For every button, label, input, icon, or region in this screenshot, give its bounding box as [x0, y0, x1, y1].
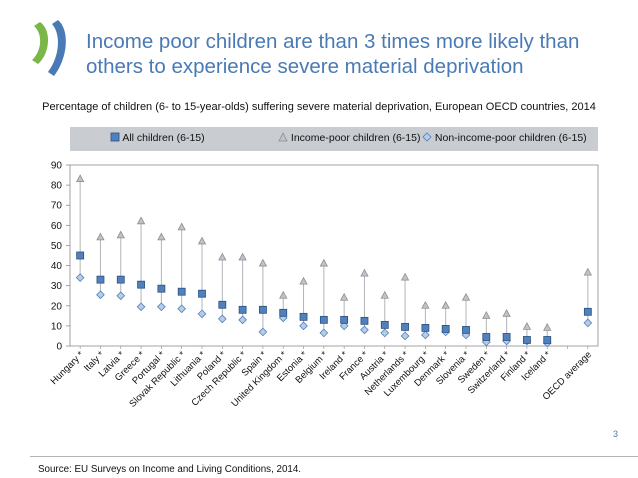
legend-item-all-children: All children (6-15) — [110, 132, 205, 144]
source-note: Source: EU Surveys on Income and Living … — [38, 464, 302, 475]
income-poor-point — [441, 300, 450, 309]
all-children-point — [543, 336, 552, 344]
all-children-point — [462, 326, 470, 334]
y-tick-label: 90 — [51, 161, 63, 172]
legend-label-income-poor: Income-poor children (6-15) — [290, 132, 421, 144]
y-tick-label: 10 — [51, 321, 63, 332]
page-number: 3 — [612, 429, 618, 439]
non-income-poor-point — [96, 290, 105, 300]
legend-item-income-poor: Income-poor children (6-15) — [278, 132, 420, 144]
income-poor-point — [319, 258, 329, 267]
logo-stroke-2 — [48, 20, 66, 76]
legend-item-non-income-poor: Non-income-poor children (6-15) — [422, 132, 587, 144]
all-children-point — [319, 315, 328, 324]
all-children-point — [198, 289, 206, 298]
square-marker-icon — [110, 132, 120, 142]
income-poor-point — [177, 222, 186, 231]
x-tick-label: Hungary * — [49, 349, 87, 387]
oecd-logo — [32, 20, 66, 76]
income-poor-point — [238, 252, 247, 261]
non-income-poor-point — [339, 321, 349, 331]
non-income-poor-point — [380, 328, 390, 338]
y-tick-label: 70 — [51, 201, 63, 212]
income-poor-point — [75, 174, 85, 182]
all-children-point — [116, 275, 125, 284]
non-income-poor-point — [258, 327, 268, 337]
income-poor-point — [116, 230, 125, 239]
non-income-poor-point — [299, 321, 308, 331]
non-income-poor-point — [238, 315, 247, 325]
slide-title: Income poor children are than 3 times mo… — [86, 30, 580, 78]
income-poor-point — [299, 276, 308, 285]
income-poor-point — [543, 323, 552, 331]
non-income-poor-point — [177, 304, 187, 314]
non-income-poor-point — [583, 318, 593, 328]
legend-label-all-children: All children (6-15) — [122, 132, 205, 144]
income-poor-point — [339, 292, 349, 301]
y-tick-label: 50 — [51, 241, 63, 252]
all-children-point — [96, 275, 105, 284]
income-poor-point — [197, 236, 207, 245]
non-income-poor-point — [319, 328, 329, 338]
footer-divider — [30, 456, 638, 457]
all-children-point — [441, 325, 450, 333]
all-children-point — [502, 333, 511, 341]
income-poor-point — [502, 308, 511, 317]
income-poor-point — [218, 252, 227, 261]
y-tick-label: 40 — [51, 261, 63, 272]
non-income-poor-point — [360, 325, 369, 335]
income-poor-point — [482, 310, 491, 319]
all-children-point — [238, 305, 247, 314]
all-children-point — [76, 251, 85, 260]
triangle-marker-icon — [278, 132, 288, 142]
non-income-poor-point — [136, 302, 146, 312]
all-children-point — [137, 280, 145, 289]
all-children-point — [299, 312, 308, 321]
all-children-point — [401, 322, 409, 331]
y-tick-label: 20 — [51, 301, 63, 312]
non-income-poor-point — [116, 291, 126, 301]
income-poor-point — [380, 290, 389, 299]
all-children-point — [360, 316, 369, 325]
income-poor-point — [522, 322, 532, 330]
non-income-poor-point — [197, 309, 207, 319]
non-income-poor-point — [421, 330, 430, 340]
all-children-point — [177, 287, 186, 296]
non-income-poor-point — [75, 273, 85, 282]
all-children-point — [259, 305, 267, 314]
y-tick-label: 60 — [51, 221, 63, 232]
income-poor-point — [583, 267, 593, 276]
plot-frame — [69, 164, 599, 347]
all-children-point — [380, 320, 389, 329]
all-children-point — [157, 284, 166, 293]
income-poor-point — [157, 232, 166, 241]
income-poor-point — [421, 300, 430, 309]
all-children-point — [421, 323, 430, 332]
y-tick-label: 30 — [51, 281, 63, 292]
income-poor-point — [136, 216, 146, 225]
y-tick-label: 0 — [56, 342, 62, 353]
all-children-point — [340, 315, 349, 324]
income-poor-point — [360, 268, 369, 277]
all-children-point — [279, 308, 288, 317]
chart-legend: All children (6-15) Income-poor children… — [70, 127, 598, 151]
all-children-point — [523, 336, 531, 344]
income-poor-point — [461, 292, 471, 301]
income-poor-point — [258, 258, 268, 267]
all-children-point — [218, 300, 227, 309]
legend-label-non-income-poor: Non-income-poor children (6-15) — [434, 132, 587, 144]
chart-title: Percentage of children (6- to 15-year-ol… — [42, 101, 596, 113]
income-poor-point — [279, 290, 288, 299]
income-poor-point — [96, 232, 105, 241]
non-income-poor-point — [217, 314, 227, 324]
non-income-poor-point — [400, 331, 410, 341]
logo-stroke-1 — [32, 22, 49, 64]
all-children-point — [482, 333, 491, 341]
all-children-point — [583, 307, 592, 316]
income-poor-point — [400, 272, 410, 281]
non-income-poor-point — [157, 302, 166, 312]
y-tick-label: 80 — [51, 181, 63, 192]
diamond-marker-icon — [422, 132, 432, 142]
